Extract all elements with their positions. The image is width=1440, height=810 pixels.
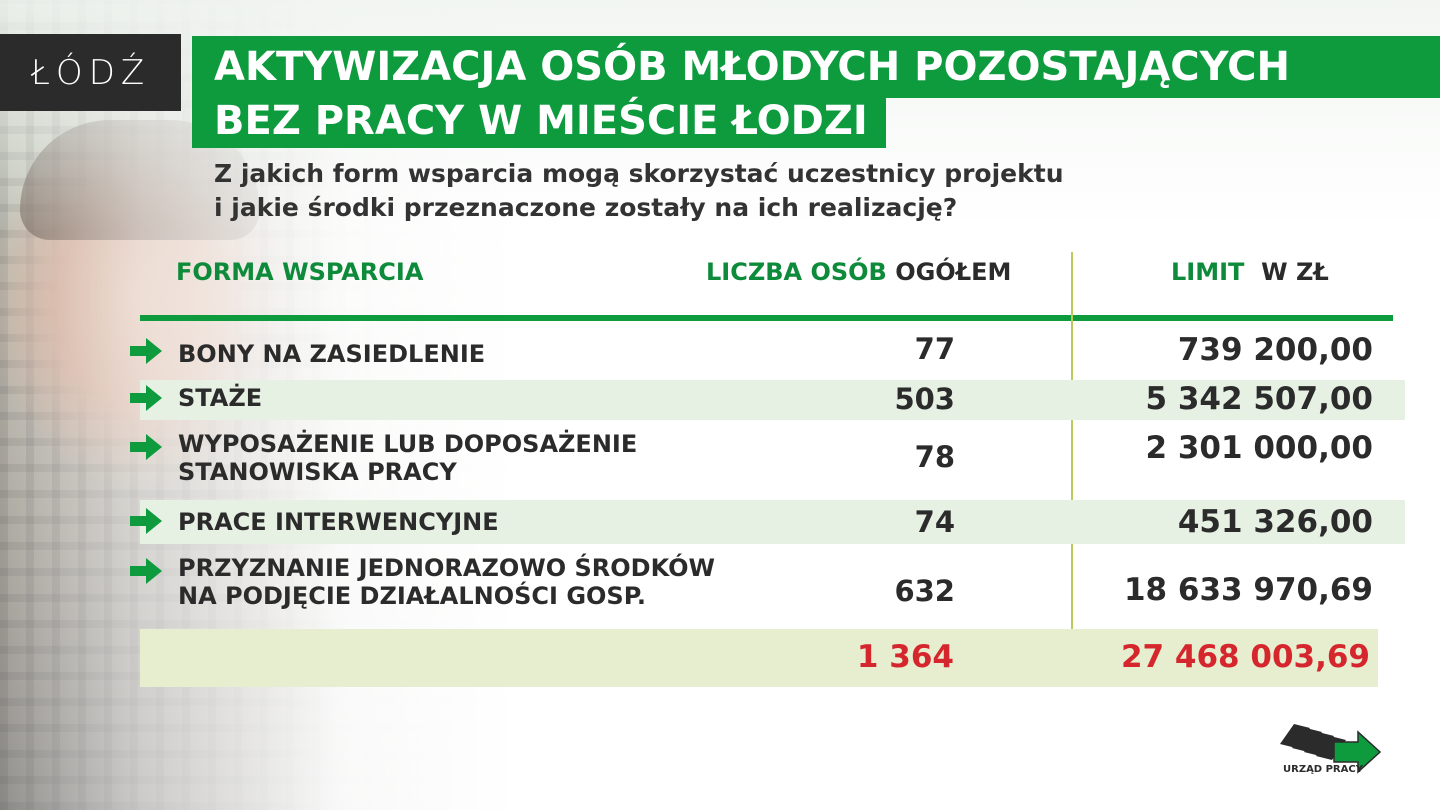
header-limit: LIMIT W ZŁ (1171, 258, 1329, 286)
row-label-line-1: WYPOSAŻENIE LUB DOPOSAŻENIE (178, 430, 638, 458)
arrow-right-icon (1333, 730, 1382, 774)
row-limit: 5 342 507,00 (1145, 381, 1374, 417)
total-row: 1 364 27 468 003,69 (140, 629, 1378, 687)
table-row: BONY NA ZASIEDLENIE 77 739 200,00 (130, 332, 1405, 378)
row-limit: 18 633 970,69 (1123, 572, 1373, 608)
row-count: 632 (894, 574, 955, 608)
row-limit: 451 326,00 (1177, 504, 1373, 540)
row-limit: 739 200,00 (1177, 332, 1373, 368)
arrow-right-icon (130, 558, 162, 584)
header-liczba-osob-green: LICZBA OSÓB (706, 258, 887, 286)
header-forma-wsparcia: FORMA WSPARCIA (176, 258, 424, 286)
header-liczba-osob-dark: OGÓŁEM (895, 258, 1012, 286)
row-label-line-1: PRZYZNANIE JEDNORAZOWO ŚRODKÓW (178, 554, 715, 582)
title-line-1: AKTYWIZACJA OSÓB MŁODYCH POZOSTAJĄCYCH (192, 36, 1440, 98)
row-label: PRZYZNANIE JEDNORAZOWO ŚRODKÓW NA PODJĘC… (178, 554, 715, 610)
table-row: PRZYZNANIE JEDNORAZOWO ŚRODKÓW NA PODJĘC… (130, 550, 1405, 624)
subtitle-line-2: i jakie środki przeznaczone zostały na i… (214, 193, 958, 222)
column-divider (1071, 252, 1073, 682)
header-limit-green: LIMIT (1171, 258, 1245, 286)
arrow-right-icon (130, 385, 162, 411)
row-label-line-1: PRACE INTERWENCYJNE (178, 508, 499, 536)
card-stack-icon (1280, 724, 1346, 760)
row-label-line-2: NA PODJĘCIE DZIAŁALNOŚCI GOSP. (178, 582, 647, 610)
row-label: BONY NA ZASIEDLENIE (178, 340, 485, 368)
row-label-line-1: BONY NA ZASIEDLENIE (178, 340, 486, 368)
row-count: 74 (914, 505, 955, 539)
lodz-logo-text: ŁÓDŹ (30, 52, 151, 93)
row-label: PRACE INTERWENCYJNE (178, 508, 499, 536)
urzad-pracy-logo (1280, 724, 1382, 774)
total-limit: 27 468 003,69 (1120, 639, 1370, 675)
row-limit: 2 301 000,00 (1145, 430, 1374, 466)
total-count: 1 364 (856, 639, 954, 675)
lodz-logo: ŁÓDŹ (0, 34, 181, 111)
row-count: 503 (894, 382, 955, 416)
row-label: WYPOSAŻENIE LUB DOPOSAŻENIE STANOWISKA P… (178, 430, 637, 486)
subtitle-line-1: Z jakich form wsparcia mogą skorzystać u… (214, 159, 1064, 188)
header-liczba-osob: LICZBA OSÓB OGÓŁEM (706, 258, 1011, 286)
row-count: 78 (914, 440, 955, 474)
row-label-line-2: STANOWISKA PRACY (178, 458, 457, 486)
arrow-right-icon (130, 338, 162, 364)
title-line-2: BEZ PRACY W MIEŚCIE ŁODZI (192, 94, 886, 148)
table-row: WYPOSAŻENIE LUB DOPOSAŻENIE STANOWISKA P… (130, 424, 1405, 496)
row-label-line-1: STAŻE (178, 384, 263, 412)
header-rule (140, 315, 1393, 321)
table-row: PRACE INTERWENCYJNE 74 451 326,00 (130, 500, 1405, 544)
subtitle: Z jakich form wsparcia mogą skorzystać u… (214, 157, 1064, 225)
row-label: STAŻE (178, 384, 262, 412)
row-count: 77 (914, 332, 955, 366)
arrow-right-icon (130, 508, 162, 534)
table-row: STAŻE 503 5 342 507,00 (130, 380, 1405, 420)
arrow-right-icon (130, 434, 162, 460)
urzad-pracy-caption: URZĄD PRACY (1283, 764, 1363, 775)
header-limit-dark: W ZŁ (1261, 258, 1329, 286)
